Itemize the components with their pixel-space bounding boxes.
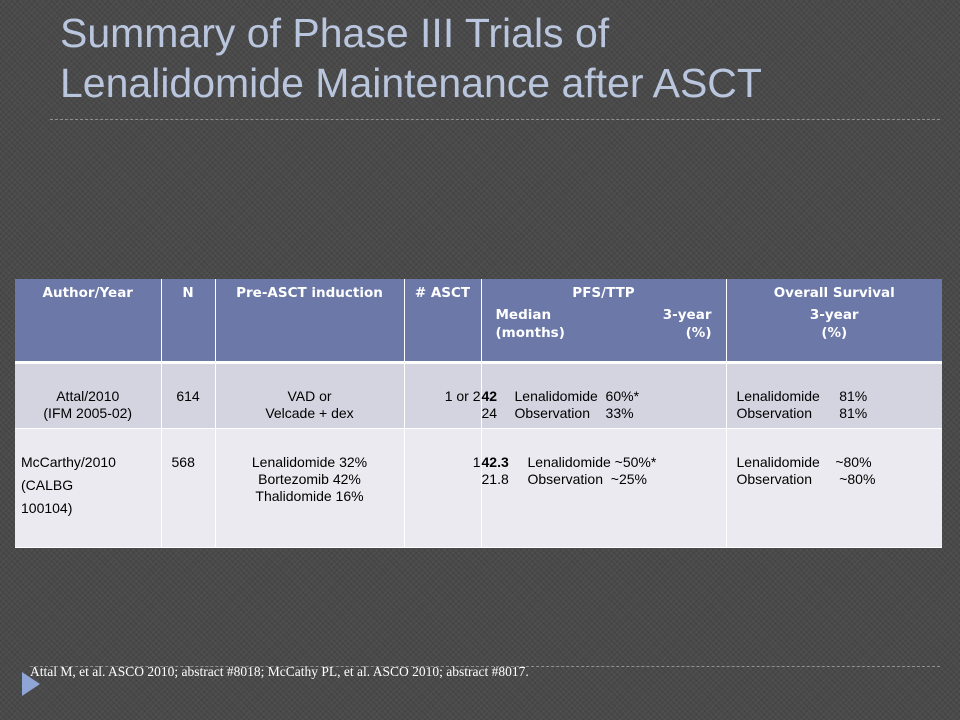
citation-text: Attal M, et al. ASCO 2010; abstract #801… [30,664,529,679]
cell-n: 614 [161,362,216,429]
header-pre-asct-induction: Pre-ASCT induction [215,279,405,364]
header-pfs-3year: 3-year [662,307,712,323]
cell-n: 568 [161,428,216,548]
cell-pfs-ttp: 42 Lenalidomide 60%* 24 Observation 33% [481,362,727,429]
footer-divider [30,666,940,667]
table-header-row: Author/Year N Pre-ASCT induction # ASCT … [15,279,942,364]
slide-title: Summary of Phase III Trials of Lenalidom… [60,8,940,108]
cell-overall-survival: Lenalidomide 81% Observation 81% [726,362,942,429]
table-row: McCarthy/2010 (CALBG 100104) 568 Lenalid… [15,428,942,548]
header-pfs-months: (months) [495,325,565,341]
header-pfs-percent: (%) [685,325,712,341]
header-overall-survival: Overall Survival 3-year (%) [726,279,942,364]
header-pfs-median: Median [495,307,552,323]
title-divider [50,119,940,120]
trials-table: Author/Year N Pre-ASCT induction # ASCT … [15,279,942,548]
cell-asct: 1 or 2 [404,362,482,429]
cell-overall-survival: Lenalidomide ~80% Observation ~80% [726,428,942,548]
slide-title-line-2: Lenalidomide Maintenance after ASCT [60,60,762,106]
header-os-3year: 3-year [809,307,859,323]
cell-induction: Lenalidomide 32% Bortezomib 42% Thalidom… [215,428,405,548]
cell-author-year: Attal/2010 (IFM 2005-02) [15,362,162,429]
header-author-year: Author/Year [15,279,162,364]
triangle-bullet-icon [22,672,40,696]
cell-author-year: McCarthy/2010 (CALBG 100104) [15,428,162,548]
table-row: Attal/2010 (IFM 2005-02) 614 VAD or Velc… [15,362,942,429]
cell-pfs-ttp: 42.3 Lenalidomide ~50%* 21.8 Observation ~… [481,428,727,548]
slide-title-line-1: Summary of Phase III Trials of [60,10,610,56]
header-pfs-ttp: PFS/TTP Median 3-year (months) (%) [481,279,727,364]
header-n: N [161,279,216,364]
header-asct-count: # ASCT [404,279,482,364]
cell-induction: VAD or Velcade + dex [215,362,405,429]
header-os-percent: (%) [821,325,848,341]
cell-asct: 1 [404,428,482,548]
